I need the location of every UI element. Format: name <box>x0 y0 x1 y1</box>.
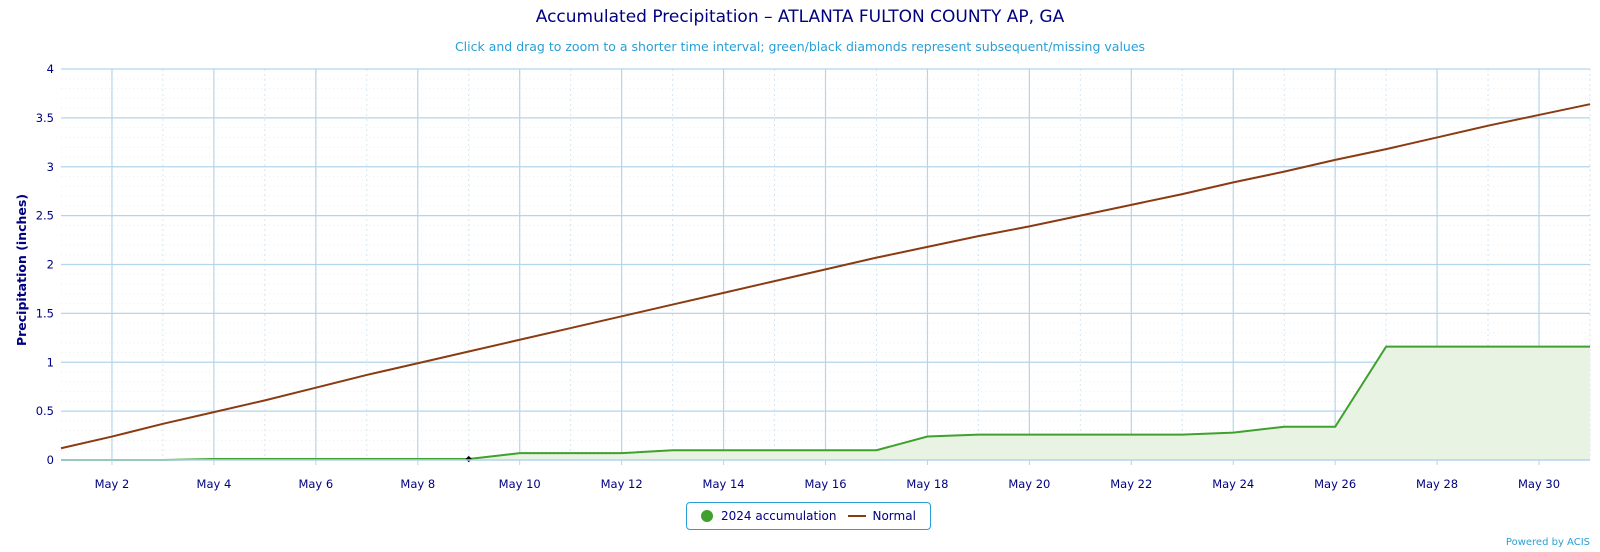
y-tick-label: 3 <box>47 160 54 174</box>
x-tick-label: May 20 <box>1008 477 1050 491</box>
legend-item-accumulation[interactable]: 2024 accumulation <box>701 509 836 523</box>
area-layer <box>61 346 1590 460</box>
x-tick-label: May 28 <box>1416 477 1458 491</box>
x-tick-label: May 10 <box>499 477 541 491</box>
y-tick-label: 0 <box>47 453 54 467</box>
x-tick-label: May 16 <box>804 477 846 491</box>
x-tick-label: May 14 <box>703 477 745 491</box>
legend-label-normal: Normal <box>872 509 916 523</box>
grid <box>61 68 1591 461</box>
y-tick-label: 1 <box>47 355 54 369</box>
x-tick-label: May 6 <box>298 477 333 491</box>
x-tick-label: May 22 <box>1110 477 1152 491</box>
legend-label-accumulation: 2024 accumulation <box>721 509 837 523</box>
y-tick-label: 3.5 <box>36 111 54 125</box>
y-axis-label: Precipitation (inches) <box>14 194 29 346</box>
missing-value-marker <box>465 455 472 463</box>
x-tick-label: May 30 <box>1518 477 1560 491</box>
legend-item-normal[interactable]: Normal <box>848 509 916 523</box>
x-tick-label: May 12 <box>601 477 643 491</box>
normal-swatch-icon <box>848 515 867 517</box>
normal-line <box>60 103 1591 450</box>
chart-subtitle: Click and drag to zoom to a shorter time… <box>454 39 1146 54</box>
y-tick-label: 0.5 <box>36 404 54 418</box>
y-tick-label: 4 <box>47 62 54 76</box>
y-tick-label: 2 <box>47 258 54 272</box>
chart-title: Accumulated Precipitation – ATLANTA FULT… <box>535 7 1065 27</box>
acis-credit-link[interactable]: Powered by ACIS <box>1505 537 1590 548</box>
x-tick-label: May 26 <box>1314 477 1356 491</box>
axis-layer: 0 0.5 1 1.5 2 2.5 3 3.5 4 May 2 May 4 May 6 May 8 May… <box>36 62 1590 491</box>
y-tick-label: 1.5 <box>36 306 54 320</box>
accumulation-area <box>61 346 1590 460</box>
x-tick-label: May 8 <box>400 477 435 491</box>
x-tick-label: May 18 <box>906 477 948 491</box>
accumulation-line <box>61 345 1590 461</box>
accumulation-swatch-icon <box>701 510 713 522</box>
x-tick-label: May 2 <box>95 477 130 491</box>
y-tick-label: 2.5 <box>36 209 54 223</box>
x-tick-label: May 4 <box>197 477 232 491</box>
legend: 2024 accumulation Normal <box>686 502 931 530</box>
x-tick-label: May 24 <box>1212 477 1254 491</box>
